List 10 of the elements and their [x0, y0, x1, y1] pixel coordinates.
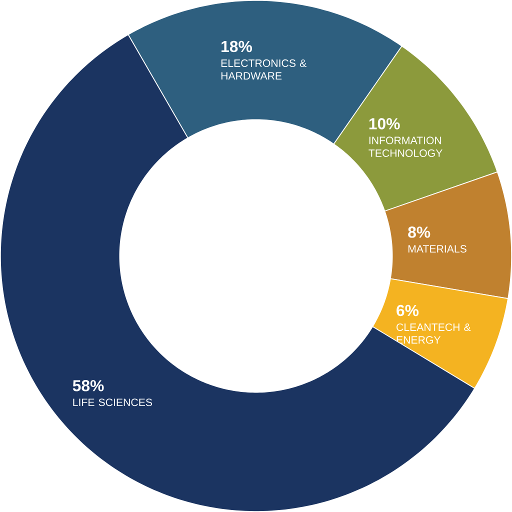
data-label: 8%: [408, 226, 430, 238]
slice-label: LIFE SCIENCES: [73, 398, 152, 406]
slice-label: MATERIALS: [408, 245, 466, 253]
data-label: 6%: [396, 304, 419, 316]
slice-label: CLEANTECH & ENERGY: [396, 323, 471, 344]
data-label: 58%: [72, 380, 104, 392]
slice-label: ELECTRONICS & HARDWARE: [221, 59, 306, 80]
slice-label: INFORMATION TECHNOLOGY: [368, 136, 442, 157]
data-label: 10%: [369, 118, 400, 130]
data-label: 18%: [222, 40, 252, 52]
